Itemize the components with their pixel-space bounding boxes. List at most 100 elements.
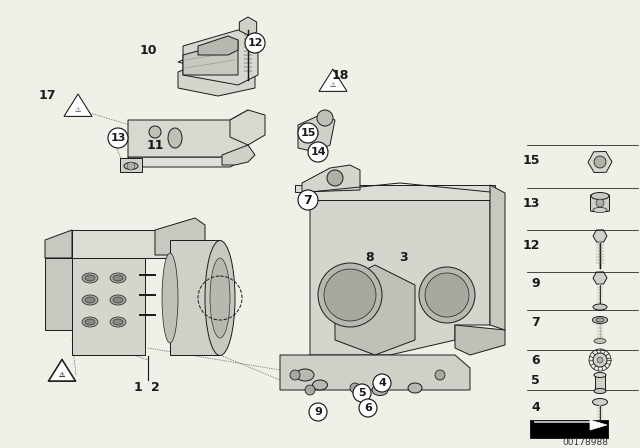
Ellipse shape: [594, 339, 606, 344]
Ellipse shape: [593, 399, 607, 405]
Text: 13: 13: [523, 197, 540, 210]
Text: 14: 14: [310, 147, 326, 157]
Polygon shape: [45, 258, 72, 330]
Circle shape: [305, 385, 315, 395]
Text: 00178988: 00178988: [562, 438, 608, 447]
Circle shape: [308, 128, 318, 138]
Polygon shape: [72, 258, 145, 355]
Circle shape: [327, 170, 343, 186]
Text: 9: 9: [531, 276, 540, 289]
Ellipse shape: [113, 319, 123, 325]
Ellipse shape: [168, 128, 182, 148]
Text: 7: 7: [303, 194, 312, 207]
Text: 17: 17: [38, 89, 56, 102]
Circle shape: [435, 370, 445, 380]
Ellipse shape: [591, 193, 609, 199]
Polygon shape: [48, 359, 76, 381]
Circle shape: [290, 370, 300, 380]
Ellipse shape: [593, 316, 607, 323]
Text: 5: 5: [531, 374, 540, 387]
Circle shape: [298, 190, 318, 210]
Polygon shape: [128, 148, 248, 167]
Text: 4: 4: [531, 401, 540, 414]
Polygon shape: [170, 240, 220, 355]
Polygon shape: [319, 69, 347, 91]
Circle shape: [324, 269, 376, 321]
Text: 6: 6: [364, 403, 372, 413]
Circle shape: [419, 267, 475, 323]
Polygon shape: [295, 185, 495, 200]
Polygon shape: [222, 145, 255, 165]
Ellipse shape: [113, 297, 123, 303]
Circle shape: [245, 33, 265, 53]
Ellipse shape: [593, 304, 607, 310]
Text: 11: 11: [147, 138, 164, 151]
Ellipse shape: [296, 369, 314, 381]
Ellipse shape: [110, 317, 126, 327]
Circle shape: [373, 374, 391, 392]
Ellipse shape: [82, 273, 98, 283]
Text: 1: 1: [134, 380, 142, 393]
Circle shape: [596, 199, 604, 207]
Polygon shape: [45, 230, 72, 258]
Text: 9: 9: [314, 407, 322, 417]
Polygon shape: [183, 30, 258, 85]
Ellipse shape: [210, 258, 230, 338]
Ellipse shape: [124, 163, 138, 169]
Ellipse shape: [110, 295, 126, 305]
Ellipse shape: [593, 207, 607, 212]
Polygon shape: [64, 94, 92, 116]
Ellipse shape: [596, 318, 604, 322]
Circle shape: [350, 383, 360, 393]
Ellipse shape: [594, 372, 606, 378]
Ellipse shape: [594, 388, 606, 393]
Ellipse shape: [85, 297, 95, 303]
Circle shape: [317, 110, 333, 126]
Text: 7: 7: [531, 315, 540, 328]
Polygon shape: [280, 355, 470, 390]
Text: 13: 13: [110, 133, 125, 143]
Polygon shape: [45, 240, 72, 258]
Polygon shape: [490, 185, 505, 330]
Polygon shape: [302, 165, 360, 192]
Polygon shape: [72, 230, 185, 258]
Circle shape: [597, 357, 603, 363]
Text: ⚠: ⚠: [59, 372, 65, 378]
Ellipse shape: [312, 380, 328, 390]
Ellipse shape: [113, 275, 123, 281]
Circle shape: [594, 156, 606, 168]
Text: 5: 5: [358, 388, 366, 398]
Polygon shape: [120, 158, 142, 172]
Circle shape: [309, 403, 327, 421]
Ellipse shape: [205, 241, 235, 356]
Polygon shape: [455, 325, 505, 355]
Polygon shape: [183, 40, 238, 75]
Text: ⚠: ⚠: [75, 107, 81, 113]
Ellipse shape: [372, 384, 388, 396]
Circle shape: [127, 162, 135, 170]
Text: 4: 4: [378, 378, 386, 388]
Polygon shape: [178, 45, 255, 72]
Text: ⚠: ⚠: [330, 82, 336, 88]
Polygon shape: [128, 110, 248, 157]
Ellipse shape: [85, 275, 95, 281]
Polygon shape: [178, 55, 255, 96]
Ellipse shape: [82, 295, 98, 305]
Circle shape: [108, 128, 128, 148]
Text: 12: 12: [522, 238, 540, 251]
Bar: [595, 375, 605, 391]
Circle shape: [353, 384, 371, 402]
Circle shape: [149, 126, 161, 138]
Text: 12: 12: [247, 38, 263, 48]
Polygon shape: [230, 110, 265, 145]
Polygon shape: [534, 420, 607, 430]
Circle shape: [308, 142, 328, 162]
FancyBboxPatch shape: [591, 194, 609, 211]
Circle shape: [359, 399, 377, 417]
Text: 18: 18: [332, 69, 349, 82]
Text: 8: 8: [365, 250, 374, 263]
Text: 3: 3: [399, 250, 407, 263]
Polygon shape: [298, 115, 335, 152]
Polygon shape: [49, 360, 75, 381]
Polygon shape: [310, 192, 490, 355]
